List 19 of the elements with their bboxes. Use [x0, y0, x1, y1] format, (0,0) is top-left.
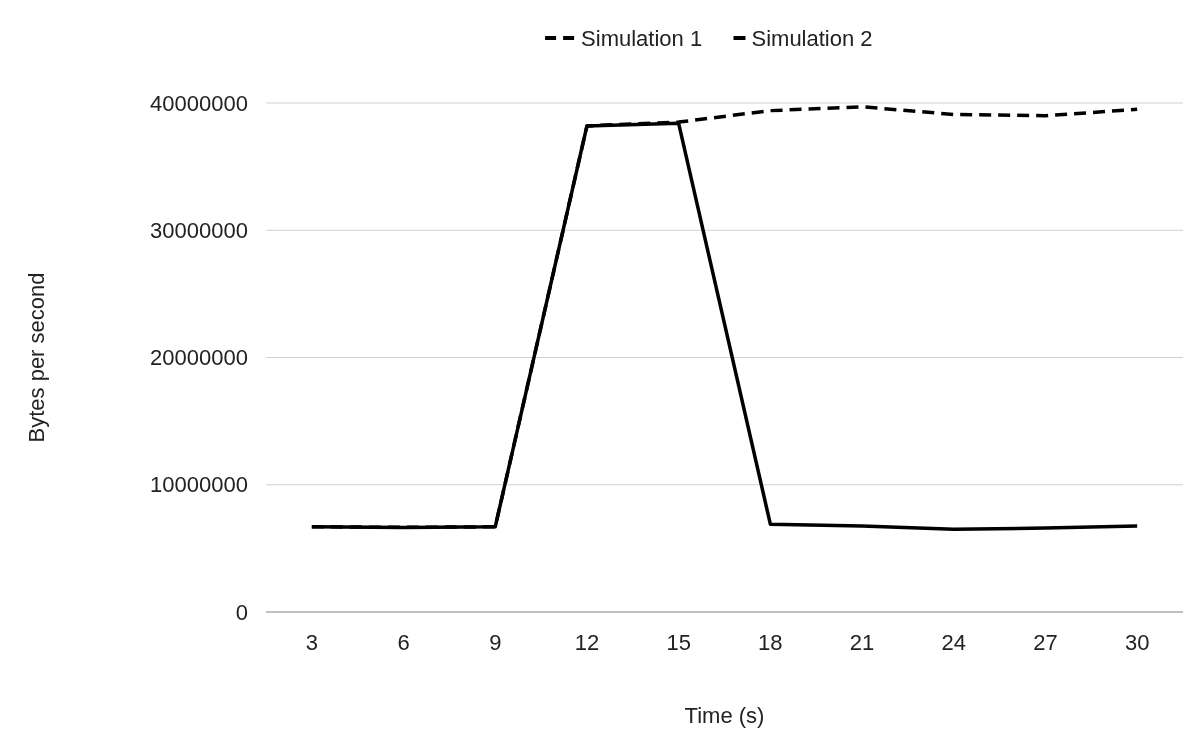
x-tick-label: 3	[305, 630, 318, 655]
y-tick-label: 30000000	[150, 217, 248, 243]
x-tick-label: 9	[489, 630, 502, 655]
y-tick-label: 10000000	[150, 472, 248, 498]
y-axis-title: Bytes per second	[24, 272, 49, 443]
y-tick-label: 20000000	[150, 345, 248, 371]
x-tick-label: 24	[941, 630, 966, 655]
legend-label: Simulation 2	[751, 25, 873, 51]
x-tick-label: 15	[666, 630, 691, 655]
x-tick-label: 27	[1033, 630, 1058, 655]
x-tick-label: 18	[758, 630, 783, 655]
y-tick-label: 40000000	[150, 90, 248, 116]
x-tick-label: 30	[1124, 630, 1150, 655]
x-tick-label: 21	[849, 630, 875, 655]
y-tick-label: 0	[235, 599, 248, 625]
x-tick-label: 6	[397, 630, 410, 655]
x-axis-title: Time (s)	[684, 703, 765, 728]
x-tick-label: 12	[574, 630, 600, 655]
legend-label: Simulation 1	[581, 25, 703, 51]
